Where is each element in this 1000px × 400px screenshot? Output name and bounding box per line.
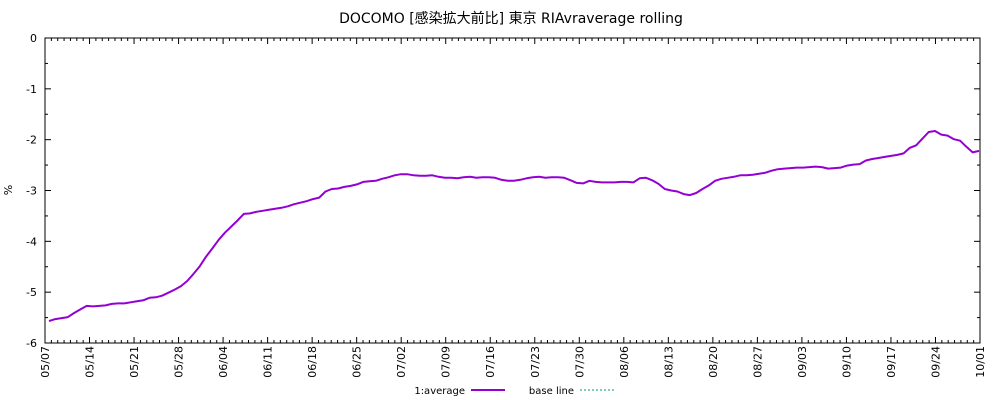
y-tick-label: -1	[26, 83, 37, 96]
y-tick-label: -3	[26, 185, 37, 198]
x-tick-label: 05/14	[84, 346, 97, 378]
y-axis-label: %	[2, 185, 15, 195]
y-tick-label: -4	[26, 235, 37, 248]
x-tick-label: 05/28	[173, 346, 186, 378]
x-tick-label: 06/11	[262, 346, 275, 378]
legend-label-base-line: base line	[529, 386, 574, 397]
legend-label-average: 1:average	[414, 386, 465, 397]
y-tick-label: -2	[26, 134, 37, 147]
series-layer	[48, 130, 980, 323]
x-tick-label: 06/18	[306, 346, 319, 378]
x-tick-label: 08/13	[662, 346, 675, 378]
x-tick-label: 05/21	[128, 346, 141, 378]
x-tick-label: 08/20	[707, 346, 720, 378]
x-tick-label: 05/07	[39, 346, 52, 378]
series-line-average	[48, 130, 980, 323]
x-tick-label: 07/30	[573, 346, 586, 378]
x-tick-label: 09/10	[840, 346, 853, 378]
x-tick-label: 07/09	[440, 346, 453, 378]
x-tick-label: 06/04	[217, 346, 230, 378]
x-tick-label: 07/02	[395, 346, 408, 378]
y-tick-label: -5	[26, 286, 37, 299]
x-tick-label: 09/17	[885, 346, 898, 378]
chart-title: DOCOMO [感染拡大前比] 東京 RIAvraverage rolling	[339, 10, 683, 27]
x-tick-label: 07/23	[529, 346, 542, 378]
plot-frame	[44, 37, 981, 344]
legend: 1:average base line	[414, 386, 614, 397]
x-tick-label: 10/01	[974, 346, 987, 378]
y-tick-label: 0	[30, 32, 37, 45]
y-tick-label: -6	[26, 337, 37, 350]
x-tick-label: 08/06	[618, 346, 631, 378]
x-tick-label: 06/25	[351, 346, 364, 378]
x-tick-label: 07/16	[484, 346, 497, 378]
x-tick-label: 08/27	[751, 346, 764, 378]
x-tick-label: 09/24	[929, 346, 942, 378]
x-axis: 05/07 05/14 05/21 05/28 06/04 06/11 06/18 06/25…	[39, 38, 987, 378]
x-tick-label: 09/03	[796, 346, 809, 378]
y-axis: 0 -1 -2 -3 -4 -5 -6	[26, 32, 980, 350]
